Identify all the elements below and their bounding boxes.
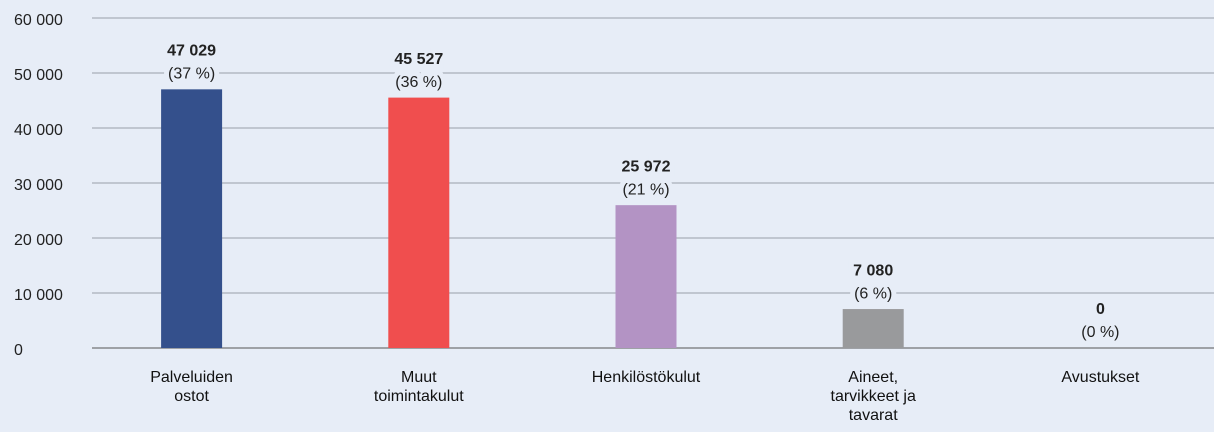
bar: [842, 309, 904, 348]
share-label: (0 %): [1081, 324, 1119, 341]
x-tick-label: Avustukset: [1061, 369, 1140, 386]
y-tick-label: 0: [14, 342, 23, 359]
x-tick-label: Palveluiden ostot: [150, 369, 233, 405]
value-label: 45 527: [394, 51, 443, 68]
value-label: 0: [1096, 301, 1105, 318]
value-label: 7 080: [853, 262, 893, 279]
bar: [388, 97, 450, 348]
value-label: 47 029: [167, 43, 216, 60]
share-label: (6 %): [854, 285, 892, 302]
y-tick-label: 40 000: [14, 122, 63, 139]
x-tick-label: Henkilöstökulut: [591, 369, 701, 386]
share-label: (21 %): [622, 181, 669, 198]
y-tick-label: 10 000: [14, 287, 63, 304]
y-tick-label: 20 000: [14, 232, 63, 249]
y-tick-label: 60 000: [14, 12, 63, 29]
share-label: (36 %): [395, 74, 442, 91]
share-label: (37 %): [168, 66, 215, 83]
value-label: 25 972: [622, 158, 671, 175]
y-tick-label: 50 000: [14, 67, 63, 84]
x-tick-label: Muut toimintakulut: [373, 369, 464, 405]
bar: [161, 89, 223, 348]
x-tick-label: Aineet, tarvikkeet ja tavarat: [830, 369, 916, 424]
bar: [615, 205, 677, 348]
y-tick-label: 30 000: [14, 177, 63, 194]
